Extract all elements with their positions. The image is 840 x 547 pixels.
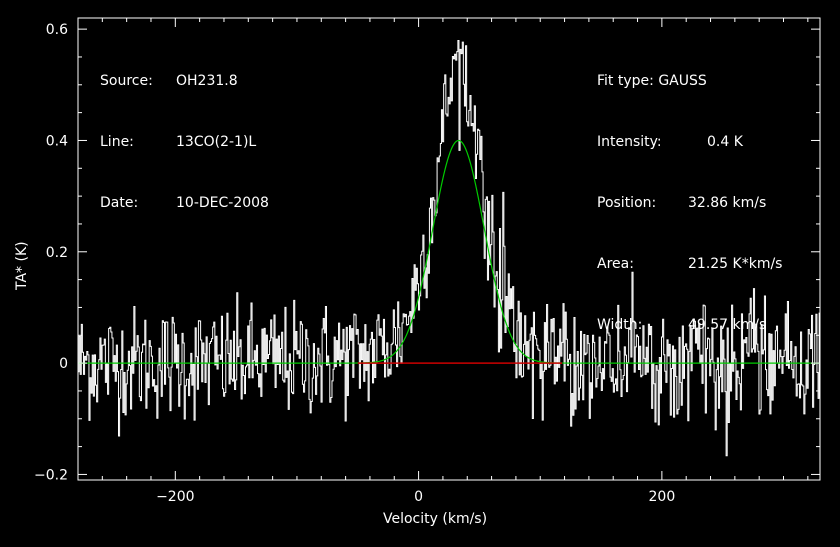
spectrum-line xyxy=(78,39,820,457)
x-tick-label: −200 xyxy=(156,489,194,505)
source-info: Source: OH231.8 Line: 13CO(2-1)L Date: 10-D… xyxy=(100,36,269,230)
spectrum-series xyxy=(78,39,820,457)
y-tick-label: 0 xyxy=(59,356,68,372)
x-tick-label: 200 xyxy=(649,489,676,505)
y-tick-label: 0.6 xyxy=(46,22,68,38)
gaussian-fit-series xyxy=(78,139,820,364)
line-line: Line: 13CO(2-1)L xyxy=(100,134,257,150)
fit-type-line: Fit type: GAUSS xyxy=(597,73,707,89)
y-tick-label: 0.4 xyxy=(46,133,68,149)
width-line: Width: 49.57 km/s xyxy=(597,317,767,333)
position-line: Position: 32.86 km/s xyxy=(597,195,767,211)
y-tick-label: −0.2 xyxy=(34,467,68,483)
intensity-line: Intensity: 0.4 K xyxy=(597,134,743,150)
plot-frame xyxy=(77,17,821,481)
fit-info: Fit type: GAUSS Intensity: 0.4 K Position… xyxy=(597,36,817,352)
y-axis-label: TA* (K) xyxy=(14,241,30,290)
area-line: Area: 21.25 K*km/s xyxy=(597,256,783,272)
source-line: Source: OH231.8 xyxy=(100,73,238,89)
date-line: Date: 10-DEC-2008 xyxy=(100,195,269,211)
axes: −200 0 200 −0.2 0 0.2 0.4 0.6 xyxy=(34,17,821,505)
x-axis-label: Velocity (km/s) xyxy=(383,511,488,527)
x-tick-label: 0 xyxy=(414,489,423,505)
y-tick-label: 0.2 xyxy=(46,245,68,261)
gaussian-fit-line xyxy=(78,139,820,364)
